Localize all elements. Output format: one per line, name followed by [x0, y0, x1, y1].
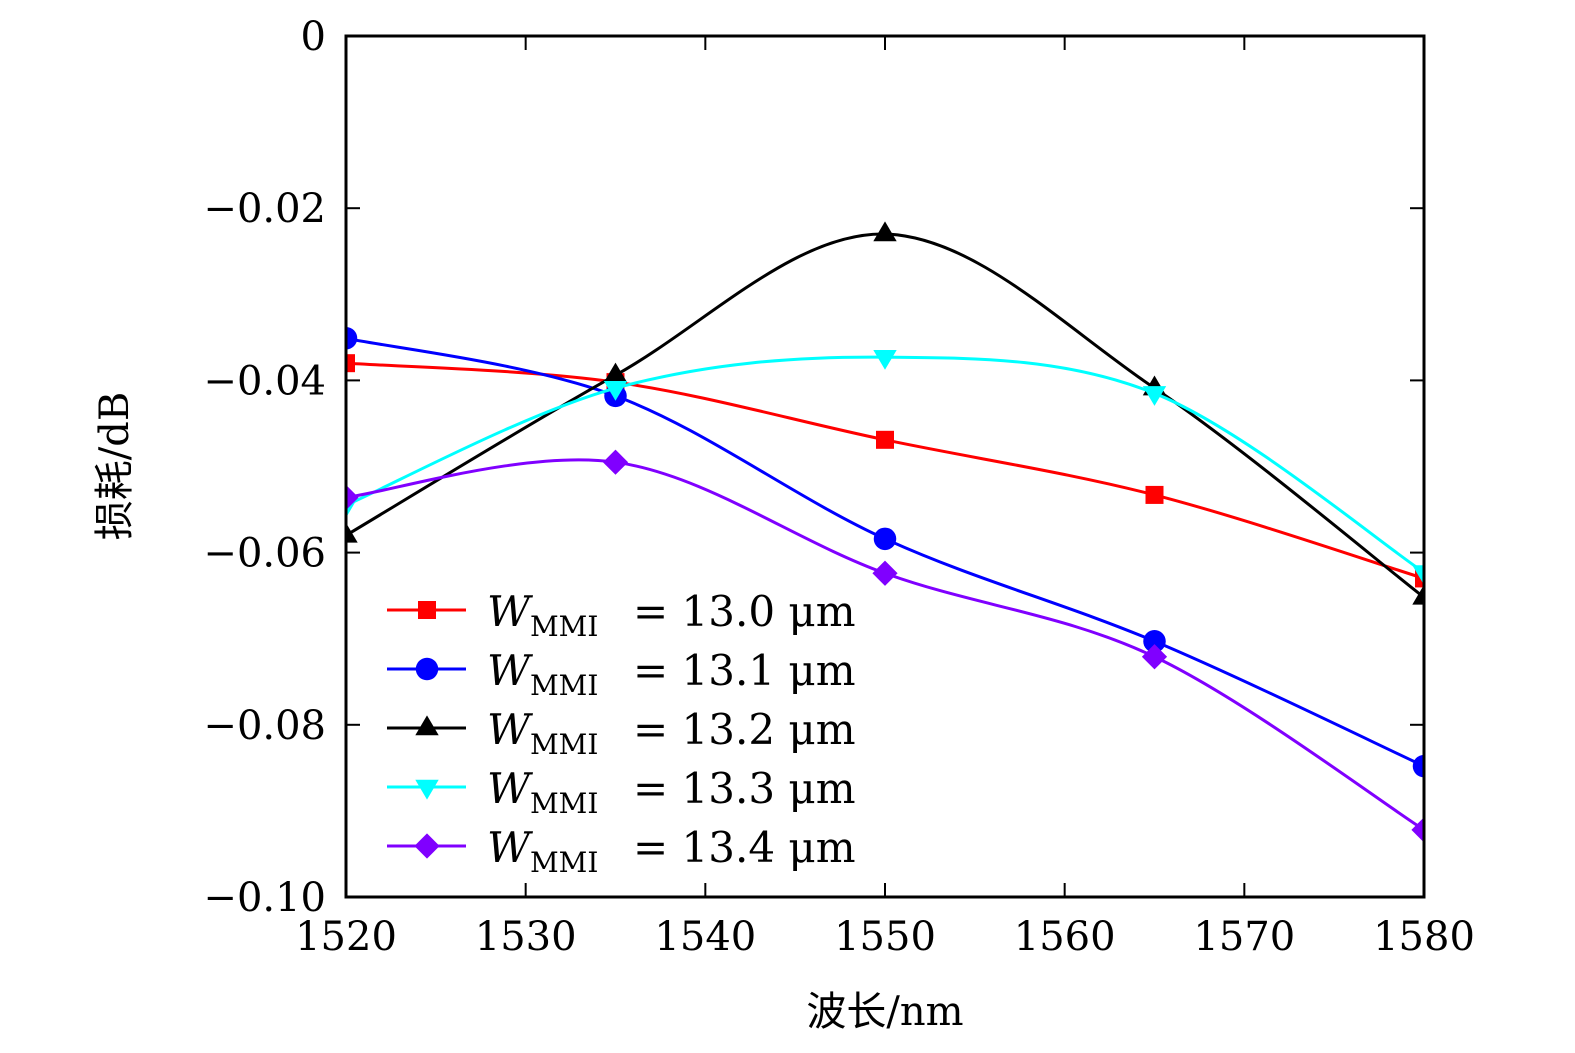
- legend-label-value: = 13.2 μm: [633, 705, 856, 754]
- legend-item: W MMI = 13.2 μm: [387, 705, 856, 761]
- legend-label-value: = 13.0 μm: [633, 587, 856, 636]
- y-tick-label: −0.06: [203, 531, 326, 577]
- data-point: [346, 522, 358, 543]
- data-point: [873, 221, 897, 242]
- y-tick-label: −0.02: [203, 186, 326, 232]
- legend-item: W MMI = 13.1 μm: [387, 646, 856, 702]
- x-tick-label: 1540: [654, 914, 756, 960]
- data-point: [1412, 565, 1424, 586]
- data-point: [346, 484, 359, 511]
- legend-label-sub: MMI: [530, 669, 598, 702]
- legend-label-sub: MMI: [530, 846, 598, 879]
- data-point: [603, 362, 628, 383]
- x-axis: 1520 1530 1540 1550 1560 1570 1580: [295, 36, 1475, 960]
- legend-label-main: W: [487, 587, 534, 636]
- data-point: [873, 349, 897, 370]
- legend-label-value: = 13.1 μm: [633, 646, 856, 695]
- data-point: [1142, 386, 1167, 406]
- legend-label-sub: MMI: [530, 610, 598, 643]
- legend-item: W MMI = 13.3 μm: [387, 764, 856, 820]
- x-tick-label: 1580: [1373, 914, 1475, 960]
- series-4: [346, 449, 1424, 843]
- x-axis-title: 波长/nm: [806, 989, 963, 1035]
- data-point: [602, 449, 629, 475]
- legend-marker: [415, 779, 439, 800]
- y-tick-label: −0.08: [203, 703, 326, 749]
- legend-label-main: W: [487, 764, 534, 813]
- data-point: [1141, 644, 1168, 670]
- x-tick-label: 1550: [834, 914, 936, 960]
- data-point: [1415, 569, 1424, 588]
- legend: W MMI = 13.0 μmW MMI = 13.1 μmW MMI = 13.2 μmW…: [387, 587, 856, 879]
- series-line: [346, 336, 1424, 768]
- legend-marker: [415, 715, 439, 736]
- data-point: [1145, 485, 1164, 504]
- data-point: [1412, 584, 1424, 605]
- legend-marker: [415, 657, 439, 681]
- data-point: [873, 527, 897, 551]
- data-point: [603, 380, 628, 401]
- legend-label-value: = 13.3 μm: [633, 764, 856, 813]
- x-tick-label: 1560: [1014, 914, 1116, 960]
- legend-label-sub: MMI: [530, 728, 598, 761]
- y-tick-label: −0.04: [203, 358, 326, 404]
- data-point: [346, 326, 358, 350]
- legend-item: W MMI = 13.0 μm: [387, 587, 856, 643]
- x-tick-label: 1520: [295, 914, 397, 960]
- data-point: [1143, 630, 1166, 653]
- legend-label-main: W: [487, 705, 534, 754]
- y-tick-label: −0.10: [203, 875, 326, 921]
- x-tick-label: 1530: [475, 914, 577, 960]
- x-tick-label: 1570: [1193, 914, 1295, 960]
- data-point: [876, 430, 894, 449]
- legend-item: W MMI = 13.4 μm: [387, 823, 856, 879]
- y-axis-title: 损耗/dB: [92, 392, 138, 540]
- data-point: [872, 560, 898, 586]
- legend-marker: [418, 601, 436, 619]
- data-point: [1411, 817, 1424, 843]
- legend-label-main: W: [487, 646, 534, 695]
- legend-label-sub: MMI: [530, 787, 598, 820]
- legend-label-value: = 13.4 μm: [633, 823, 856, 872]
- data-point: [346, 354, 355, 373]
- y-axis: 0 −0.02 −0.04 −0.06 −0.08 −0.10: [203, 14, 1424, 921]
- y-tick-label: 0: [301, 14, 326, 60]
- series-layer: [346, 221, 1424, 843]
- legend-label-main: W: [487, 823, 534, 872]
- data-point: [1412, 754, 1424, 778]
- legend-marker: [414, 833, 440, 859]
